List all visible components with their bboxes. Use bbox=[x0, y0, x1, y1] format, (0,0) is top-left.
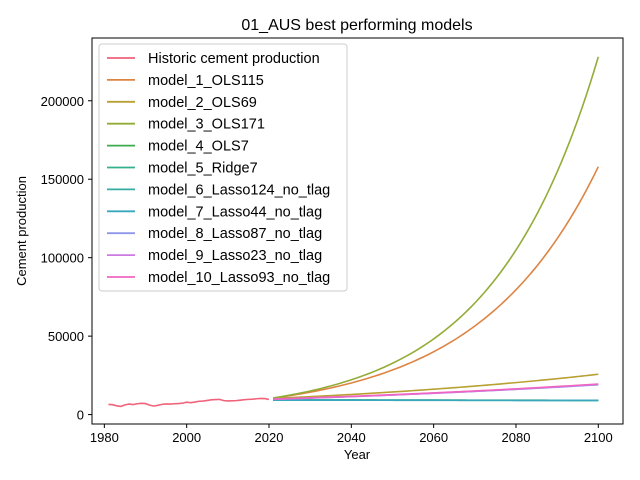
series-line-2 bbox=[273, 166, 600, 399]
legend-entry-label: Historic cement production bbox=[148, 51, 320, 67]
legend-box bbox=[98, 43, 348, 292]
series-line-11 bbox=[273, 383, 599, 400]
x-tick-label: 2020 bbox=[255, 430, 284, 445]
plot-lines bbox=[108, 56, 600, 408]
legend-entry-label: model_7_Lasso44_no_tlag bbox=[148, 204, 322, 220]
y-tick-label: 50000 bbox=[48, 329, 84, 344]
x-axis-label: Year bbox=[344, 447, 371, 462]
y-axis-label: Cement production bbox=[14, 176, 29, 286]
legend-entry-label: model_6_Lasso124_no_tlag bbox=[148, 182, 330, 198]
y-axis-ticks: 0 50000 100000 150000 200000 bbox=[41, 94, 92, 423]
legend-entry-label: model_10_Lasso93_no_tlag bbox=[148, 270, 330, 286]
legend: Historic cement production model_1_OLS115… bbox=[98, 43, 348, 292]
series-line-3 bbox=[273, 373, 599, 400]
legend-entry-label: model_5_Ridge7 bbox=[148, 161, 258, 177]
y-tick-label: 0 bbox=[77, 408, 84, 423]
legend-entry-label: model_9_Lasso23_no_tlag bbox=[148, 248, 322, 264]
x-axis-ticks: 1980 2000 2020 2040 2060 2080 2100 bbox=[90, 424, 613, 445]
legend-entry-label: model_1_OLS115 bbox=[148, 73, 264, 89]
x-tick-label: 2000 bbox=[172, 430, 201, 445]
legend-entry-label: model_8_Lasso87_no_tlag bbox=[148, 226, 322, 242]
x-tick-label: 2100 bbox=[584, 430, 613, 445]
series-line-1 bbox=[108, 397, 270, 408]
legend-entry-label: model_4_OLS7 bbox=[148, 139, 249, 155]
chart-title: 01_AUS best performing models bbox=[241, 17, 472, 34]
y-tick-label: 100000 bbox=[41, 251, 84, 266]
x-tick-label: 1980 bbox=[90, 430, 119, 445]
plot-frame bbox=[91, 37, 624, 425]
legend-entry-label: model_3_OLS171 bbox=[148, 117, 265, 133]
y-tick-label: 200000 bbox=[41, 94, 84, 109]
x-tick-label: 2080 bbox=[502, 430, 531, 445]
series-line-4 bbox=[272, 56, 600, 399]
legend-entry-label: model_2_OLS69 bbox=[148, 95, 257, 111]
y-tick-label: 150000 bbox=[41, 172, 84, 187]
x-tick-label: 2060 bbox=[419, 430, 448, 445]
x-tick-label: 2040 bbox=[337, 430, 366, 445]
